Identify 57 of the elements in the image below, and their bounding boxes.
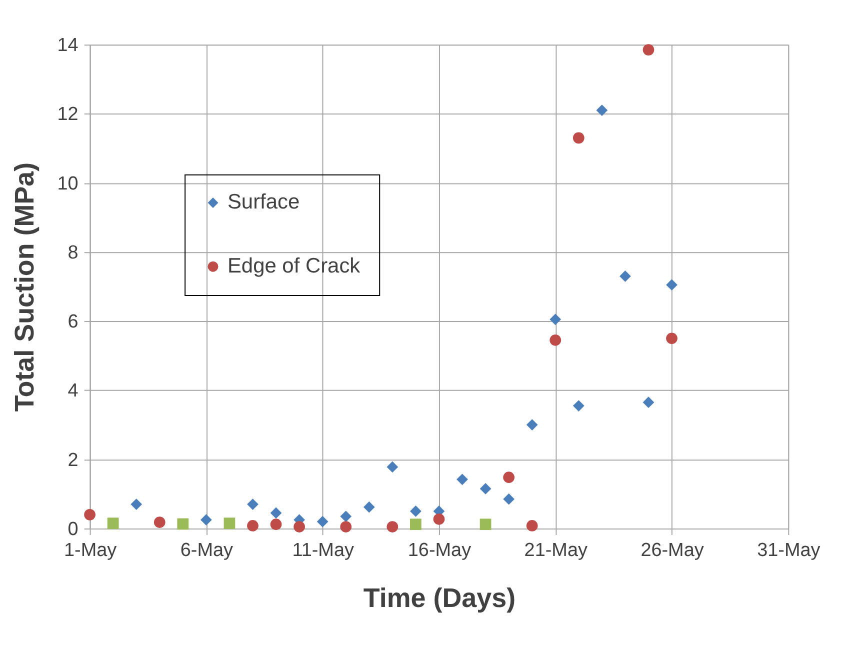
x-tick-label: 6-May [180,540,234,561]
point [224,518,236,529]
y-tick-label: 8 [68,242,78,264]
point [550,314,562,326]
point [596,104,608,116]
x-tick-label: 26-May [640,540,704,561]
point [642,44,654,56]
point [666,279,678,291]
x-tick-label: 1-May [64,540,118,561]
point [480,518,492,530]
point [363,501,375,513]
point [130,498,142,510]
point [410,518,422,530]
point [316,516,328,528]
y-tick-label: 4 [68,380,78,402]
legend-label: Edge of Crack [227,254,361,278]
point [177,518,189,530]
point [666,332,678,344]
y-tick-label: 0 [68,518,78,540]
x-tick-label: 31-May [757,540,821,561]
x-axis-title: Time (Days) [363,582,516,613]
point [456,474,468,486]
point [270,507,282,519]
point [480,483,492,494]
point [340,510,352,522]
y-axis-title: Total Suction (MPa) [9,162,40,412]
y-tick-label: 6 [68,312,78,333]
point [386,521,398,532]
point [200,514,212,526]
point [526,419,538,430]
point [620,270,631,282]
point [294,521,305,532]
x-tick-label: 16-May [408,540,472,561]
point [247,498,258,510]
point [642,396,654,408]
point [503,493,515,505]
point [107,518,119,529]
y-tick-label: 14 [57,35,78,56]
point [572,132,584,144]
point [84,508,96,520]
y-tick-label: 2 [68,450,78,471]
legend-label: Surface [227,190,300,214]
point [386,461,398,473]
point [526,520,538,532]
x-tick-label: 11-May [292,540,354,561]
point [572,400,584,412]
point [550,334,562,346]
point [433,513,445,525]
point [340,521,352,532]
point [154,516,166,528]
point [247,520,258,532]
x-tick-label: 21-May [524,540,588,561]
y-tick-label: 10 [57,173,78,194]
point [503,472,515,484]
point [270,518,282,530]
y-tick-label: 12 [57,104,78,126]
point [410,506,422,517]
